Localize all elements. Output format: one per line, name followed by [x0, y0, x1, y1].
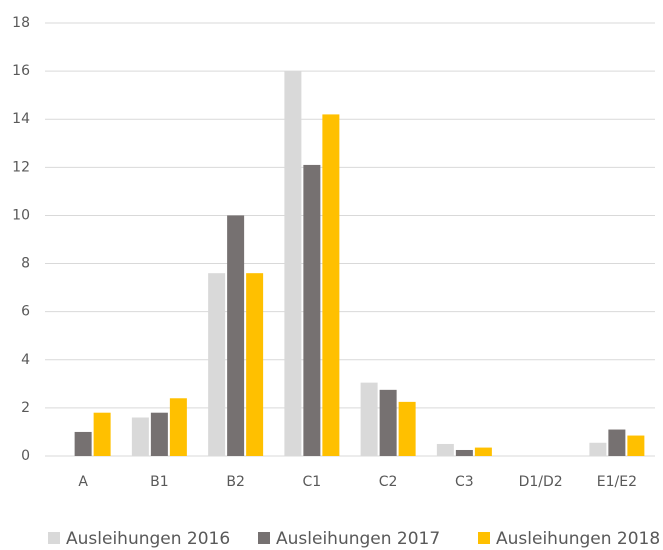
y-tick-label: 4 [21, 352, 30, 368]
bar [150, 412, 168, 456]
bar [379, 389, 397, 456]
bar [436, 443, 454, 456]
bar [360, 382, 378, 456]
x-tick-label: B1 [150, 474, 169, 490]
bar [246, 273, 264, 456]
bar [627, 435, 645, 456]
x-tick-label: C1 [303, 474, 322, 490]
y-tick-label: 8 [21, 256, 30, 272]
x-tick-label: A [78, 474, 88, 490]
legend-label: Ausleihungen 2017 [276, 529, 440, 549]
bar [455, 449, 473, 456]
y-tick-label: 10 [12, 207, 30, 223]
legend-label: Ausleihungen 2018 [496, 529, 660, 549]
y-tick-label: 16 [12, 63, 30, 79]
y-tick-label: 14 [12, 111, 30, 127]
y-tick-label: 6 [21, 304, 30, 320]
legend-label: Ausleihungen 2016 [66, 529, 230, 549]
bar [74, 431, 92, 456]
bar [227, 215, 245, 456]
x-tick-label: B2 [226, 474, 245, 490]
bar [93, 412, 111, 456]
x-tick-label: C3 [455, 474, 474, 490]
bar [131, 417, 149, 456]
legend-swatch [258, 532, 270, 544]
bar [303, 164, 321, 456]
y-tick-label: 0 [21, 448, 30, 464]
legend-swatch [48, 532, 60, 544]
x-tick-label: C2 [379, 474, 398, 490]
bar [169, 398, 187, 456]
bar [608, 429, 626, 456]
bar [398, 401, 416, 456]
bar [589, 442, 607, 456]
y-tick-label: 18 [12, 15, 30, 31]
bar [474, 447, 492, 456]
bar [322, 114, 340, 457]
bar [208, 273, 226, 456]
y-tick-label: 2 [21, 400, 30, 416]
legend-swatch [478, 532, 490, 544]
y-tick-label: 12 [12, 159, 30, 175]
x-tick-label: E1/E2 [597, 474, 637, 490]
bar [284, 71, 302, 456]
x-tick-label: D1/D2 [519, 474, 563, 490]
